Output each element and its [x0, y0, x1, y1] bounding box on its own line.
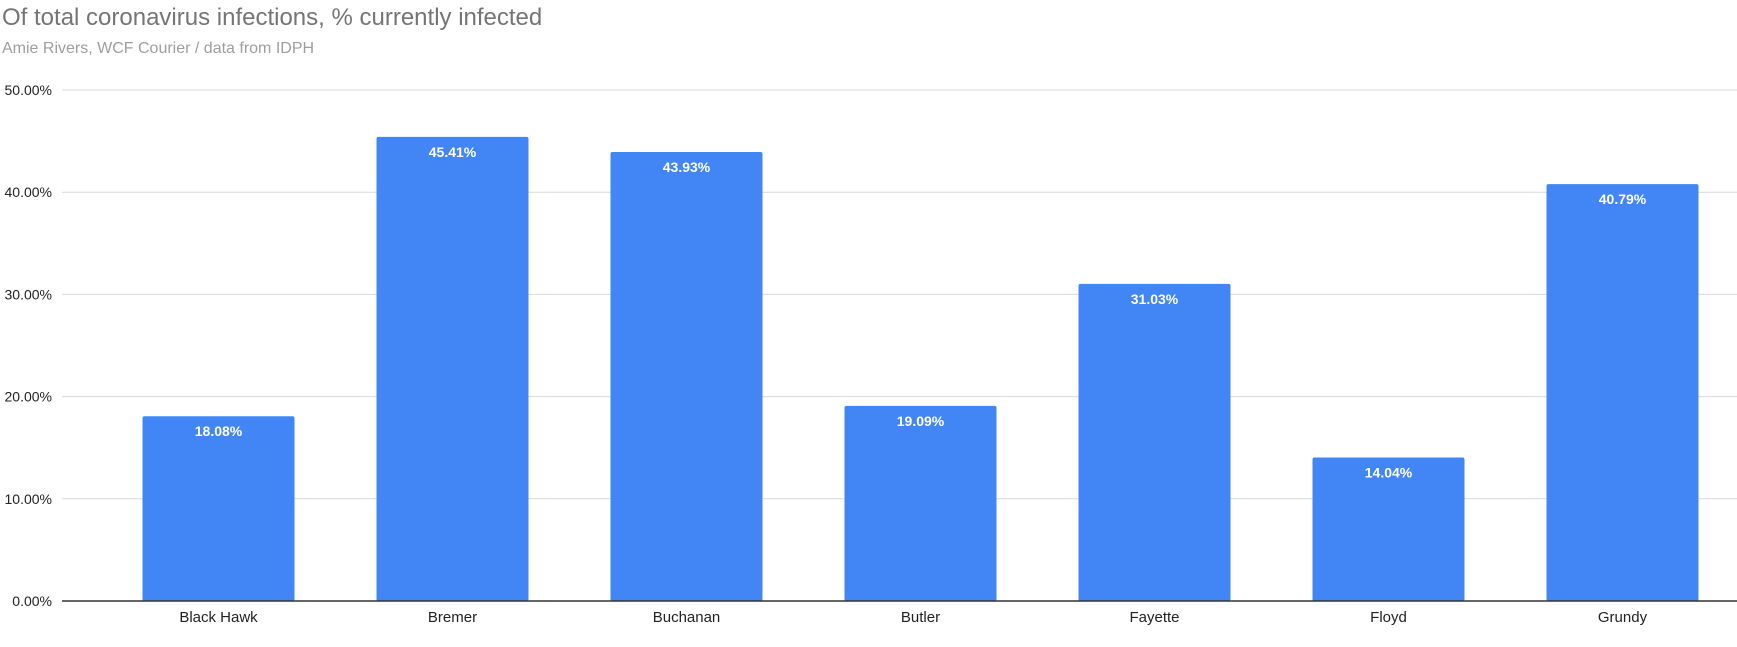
bar [1312, 457, 1465, 601]
chart-title: Of total coronavirus infections, % curre… [2, 4, 543, 31]
x-category-label: Floyd [1370, 609, 1407, 626]
y-tick-label: 20.00% [5, 389, 52, 405]
y-tick-label: 40.00% [5, 184, 52, 200]
bar [142, 416, 295, 601]
x-axis-category-labels: Black Hawk Bremer Buchanan Butler Fayette Flo… [179, 609, 1647, 626]
data-label: 43.93% [663, 159, 711, 175]
bars [142, 136, 1699, 602]
x-category-label: Grundy [1598, 609, 1648, 626]
x-category-label: Buchanan [653, 609, 721, 626]
data-label: 14.04% [1365, 465, 1413, 481]
x-category-label: Black Hawk [179, 609, 258, 626]
chart-subtitle: Amie Rivers, WCF Courier / data from IDP… [2, 40, 315, 57]
bar [1078, 283, 1231, 601]
bar [1546, 184, 1699, 601]
data-label: 31.03% [1131, 291, 1179, 307]
bar [376, 136, 529, 602]
y-tick-label: 30.00% [5, 286, 52, 302]
y-tick-label: 50.00% [5, 82, 52, 98]
x-category-label: Bremer [428, 609, 477, 626]
y-tick-label: 10.00% [5, 491, 52, 507]
data-label: 19.09% [897, 413, 945, 429]
y-axis-tick-labels: 0.00% 10.00% 20.00% 30.00% 40.00% 50.00% [5, 82, 52, 609]
y-tick-label: 0.00% [12, 593, 52, 609]
x-category-label: Fayette [1129, 609, 1179, 626]
data-labels: 18.08% 45.41% 43.93% 19.09% 31.03% 14.04% 40.7… [195, 144, 1647, 481]
data-label: 45.41% [429, 144, 477, 160]
bar [610, 152, 763, 601]
data-label: 18.08% [195, 423, 243, 439]
bar [844, 405, 997, 601]
data-label: 40.79% [1599, 191, 1647, 207]
x-category-label: Butler [901, 609, 940, 626]
